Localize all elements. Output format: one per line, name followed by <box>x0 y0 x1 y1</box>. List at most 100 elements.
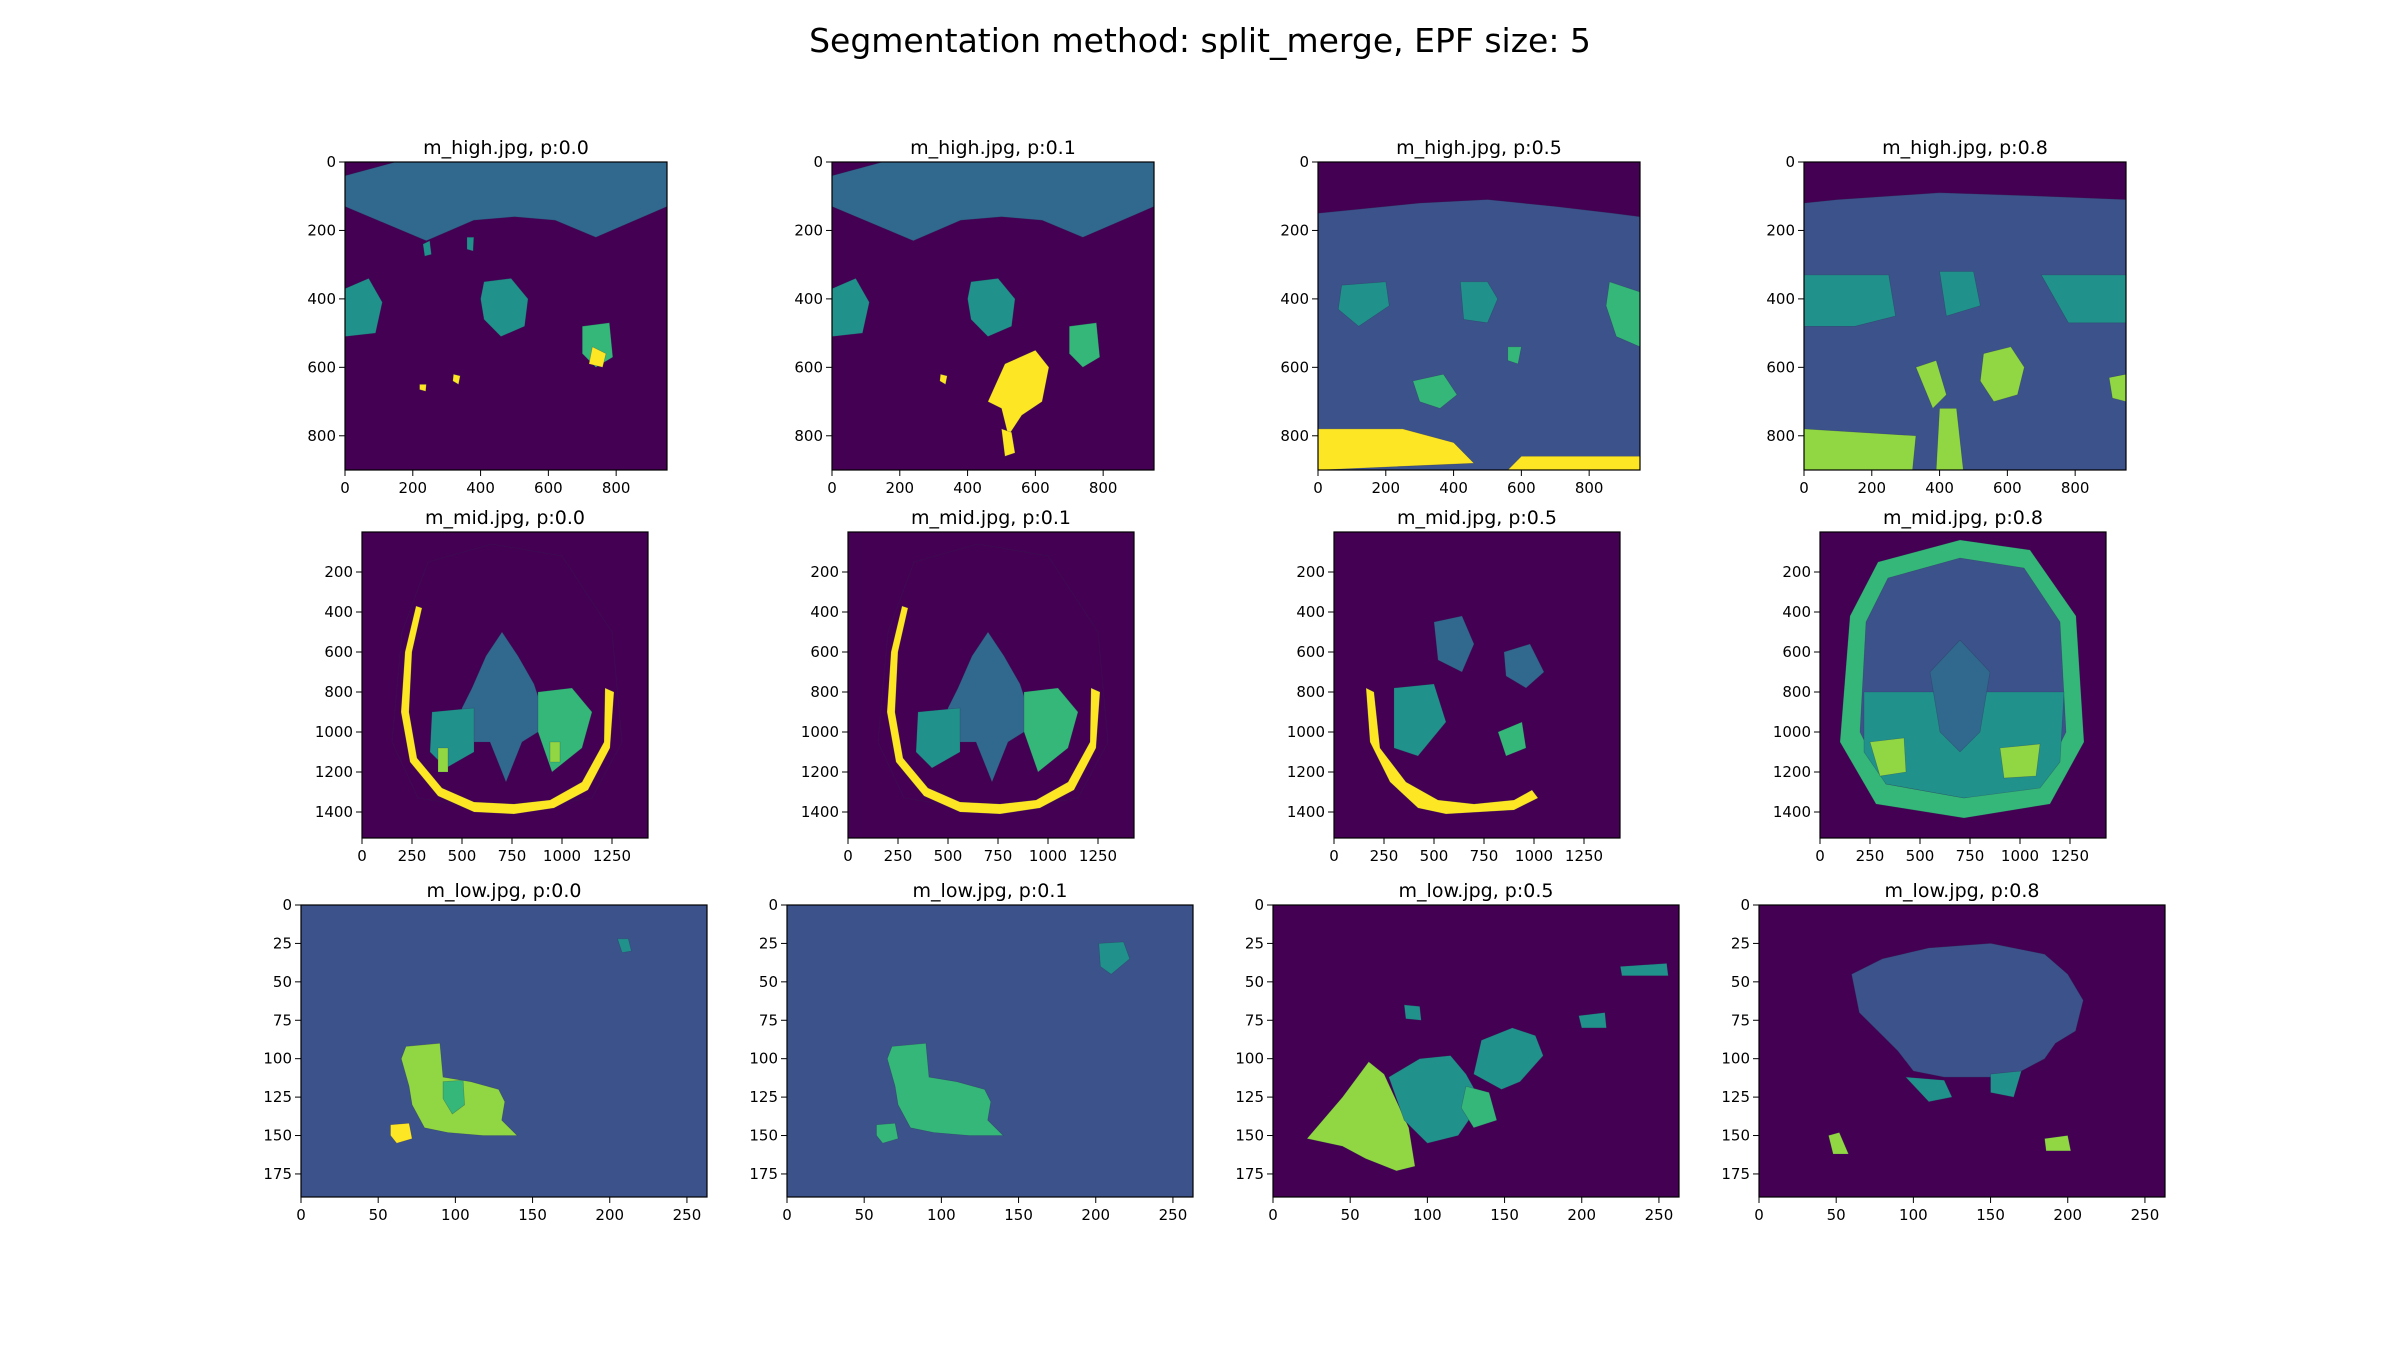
panel-4: m_high.jpg, p:0.8 0 200 400 600 800 0 200 400 600… <box>1766 137 2127 497</box>
x-tick-label: 250 <box>1159 1206 1188 1224</box>
y-tick-label: 800 <box>324 683 353 701</box>
y-tick-label: 200 <box>810 563 839 581</box>
panel-frame <box>361 531 649 839</box>
segment-region-6 <box>549 741 561 763</box>
x-tick-label: 500 <box>448 847 477 865</box>
segment-region-1 <box>1318 162 1640 218</box>
panel-frame <box>786 904 1194 1198</box>
segment-region-2 <box>876 1122 899 1144</box>
panel-title: m_high.jpg, p:0.5 <box>1396 137 1562 159</box>
y-tick-label: 600 <box>307 358 336 376</box>
x-tick-label: 400 <box>466 479 495 497</box>
y-tick-label: 1400 <box>1287 803 1325 821</box>
x-tick-label: 150 <box>1490 1206 1519 1224</box>
x-tick-label: 250 <box>673 1206 702 1224</box>
x-tick-label: 50 <box>369 1206 388 1224</box>
y-tick-label: 75 <box>1245 1011 1264 1029</box>
y-tick-label: 25 <box>1731 934 1750 952</box>
y-tick-label: 800 <box>794 427 823 445</box>
segment-region-3 <box>1393 683 1447 757</box>
y-tick-label: 0 <box>282 896 292 914</box>
x-tick-label: 0 <box>1329 847 1339 865</box>
segment-region-3 <box>1939 271 1981 317</box>
segment-region-7 <box>939 373 948 385</box>
y-tick-label: 200 <box>1296 563 1325 581</box>
x-tick-label: 0 <box>1754 1206 1764 1224</box>
x-tick-label: 200 <box>1857 479 1886 497</box>
segment-region-5 <box>1979 346 2025 402</box>
x-tick-label: 1000 <box>1515 847 1553 865</box>
y-tick-label: 75 <box>759 1011 778 1029</box>
panel-title: m_high.jpg, p:0.0 <box>423 137 589 159</box>
y-tick-label: 600 <box>1782 643 1811 661</box>
segment-region-4 <box>1023 687 1079 773</box>
panel-title: m_low.jpg, p:0.5 <box>1399 880 1554 902</box>
segment-region-1 <box>1804 162 2126 204</box>
y-tick-label: 600 <box>1280 358 1309 376</box>
panel-frame <box>344 161 668 471</box>
x-tick-label: 800 <box>2061 479 2090 497</box>
y-tick-label: 1000 <box>1773 723 1811 741</box>
y-tick-label: 100 <box>1721 1050 1750 1068</box>
y-tick-label: 400 <box>794 290 823 308</box>
x-tick-label: 0 <box>843 847 853 865</box>
y-tick-label: 400 <box>1782 603 1811 621</box>
y-tick-label: 1000 <box>1287 723 1325 741</box>
panel-title: m_mid.jpg, p:0.8 <box>1883 507 2043 529</box>
y-tick-label: 400 <box>1280 290 1309 308</box>
panel-7: m_mid.jpg, p:0.5 0 250 500 750 1000 1250 200 400… <box>1287 507 1621 865</box>
figure-title: Segmentation method: split_merge, EPF si… <box>809 21 1591 60</box>
segment-region-7 <box>1507 455 1640 470</box>
panel-frame <box>847 531 1135 839</box>
x-tick-label: 100 <box>1413 1206 1442 1224</box>
x-tick-label: 50 <box>1827 1206 1846 1224</box>
panel-title: m_mid.jpg, p:0.0 <box>425 507 585 529</box>
segment-region-2 <box>442 1079 465 1115</box>
segment-region-5 <box>1412 373 1458 409</box>
y-tick-label: 200 <box>1782 563 1811 581</box>
segment-region-8 <box>422 240 432 257</box>
x-tick-label: 500 <box>934 847 963 865</box>
x-tick-label: 200 <box>1081 1206 1110 1224</box>
segment-region-4 <box>1605 281 1640 348</box>
panel-background <box>301 905 707 1197</box>
segment-region-6 <box>1915 360 1947 409</box>
x-tick-label: 1250 <box>1079 847 1117 865</box>
segment-region-5 <box>437 747 449 773</box>
panel-frame <box>1317 161 1641 471</box>
segment-region-3 <box>1990 1070 2022 1098</box>
x-tick-label: 200 <box>1371 479 1400 497</box>
segment-region-8 <box>1507 346 1522 365</box>
x-tick-label: 250 <box>1645 1206 1674 1224</box>
segment-region-4 <box>617 938 632 953</box>
segment-region-2 <box>832 278 870 337</box>
x-tick-label: 600 <box>1021 479 1050 497</box>
x-tick-label: 100 <box>1899 1206 1928 1224</box>
panel-5: m_mid.jpg, p:0.0 0 250 500 750 1000 1250 200 400… <box>315 507 649 865</box>
segment-region-3 <box>1460 281 1498 324</box>
y-tick-label: 75 <box>273 1011 292 1029</box>
panel-6: m_mid.jpg, p:0.1 0 250 500 750 1000 1250 200 400… <box>801 507 1135 865</box>
y-tick-label: 800 <box>810 683 839 701</box>
x-tick-label: 150 <box>518 1206 547 1224</box>
x-tick-label: 50 <box>855 1206 874 1224</box>
segment-region-1 <box>1306 1061 1416 1172</box>
segment-region-5 <box>1365 687 1539 815</box>
y-tick-label: 0 <box>768 896 778 914</box>
y-tick-label: 0 <box>1785 153 1795 171</box>
y-tick-label: 50 <box>273 973 292 991</box>
segment-region-4 <box>1460 1085 1498 1129</box>
panel-frame <box>1758 904 2166 1198</box>
panel-background <box>1273 905 1679 1197</box>
x-tick-label: 800 <box>1575 479 1604 497</box>
panel-8: m_mid.jpg, p:0.8 0 250 500 750 1000 1250 200 400… <box>1773 507 2107 865</box>
segment-region-8 <box>1935 408 1964 470</box>
panel-12: m_low.jpg, p:0.8 0 50 100 150 200 250 0 25 50 75 10… <box>1721 880 2166 1224</box>
y-tick-label: 1400 <box>315 803 353 821</box>
y-tick-label: 0 <box>326 153 336 171</box>
segment-region-6 <box>1578 1012 1607 1029</box>
segment-region-9 <box>466 237 475 252</box>
y-tick-label: 0 <box>1299 153 1309 171</box>
segment-region-4 <box>2040 274 2126 324</box>
x-tick-label: 750 <box>1956 847 1985 865</box>
